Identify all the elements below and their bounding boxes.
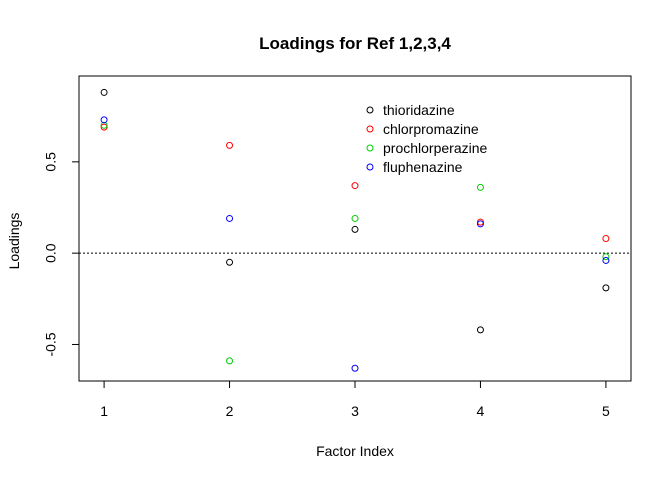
data-point	[476, 326, 484, 334]
data-point	[226, 141, 234, 149]
data-point	[351, 182, 359, 190]
x-tick-label: 1	[100, 403, 108, 419]
y-tick-label: 0.0	[43, 243, 59, 263]
data-points	[100, 88, 610, 372]
x-axis: 1 2 3 4 5	[100, 380, 610, 419]
data-point	[100, 116, 108, 124]
data-point	[351, 214, 359, 222]
data-point	[100, 88, 108, 96]
y-tick-label: -0.5	[43, 332, 59, 356]
data-point	[351, 225, 359, 233]
data-point	[351, 364, 359, 372]
data-point	[100, 123, 108, 131]
legend-marker	[366, 125, 374, 133]
x-tick-label: 2	[226, 403, 234, 419]
legend: thioridazine chlorpromazine prochlorperazi…	[366, 102, 487, 175]
data-point	[476, 218, 484, 226]
legend-marker	[366, 163, 374, 171]
data-point	[602, 284, 610, 292]
x-tick-label: 3	[351, 403, 359, 419]
legend-marker	[366, 106, 374, 114]
legend-label: prochlorperazine	[383, 140, 487, 156]
data-point	[226, 357, 234, 365]
plot-frame	[78, 75, 632, 382]
x-tick-label: 4	[477, 403, 485, 419]
y-axis: -0.5 0.0 0.5	[43, 152, 80, 357]
legend-label: chlorpromazine	[383, 121, 479, 137]
data-point	[602, 253, 610, 261]
data-point	[476, 183, 484, 191]
data-point	[476, 220, 484, 228]
data-point	[226, 214, 234, 222]
y-tick-label: 0.5	[43, 152, 59, 172]
chart-title: Loadings for Ref 1,2,3,4	[259, 34, 451, 53]
x-tick-label: 5	[602, 403, 610, 419]
data-point	[100, 121, 108, 129]
legend-label: fluphenazine	[383, 159, 463, 175]
data-point	[226, 258, 234, 266]
y-axis-label: Loadings	[6, 213, 22, 270]
x-axis-label: Factor Index	[316, 443, 394, 459]
data-point	[602, 256, 610, 264]
legend-label: thioridazine	[383, 102, 455, 118]
data-point	[602, 235, 610, 243]
legend-marker	[366, 144, 374, 152]
